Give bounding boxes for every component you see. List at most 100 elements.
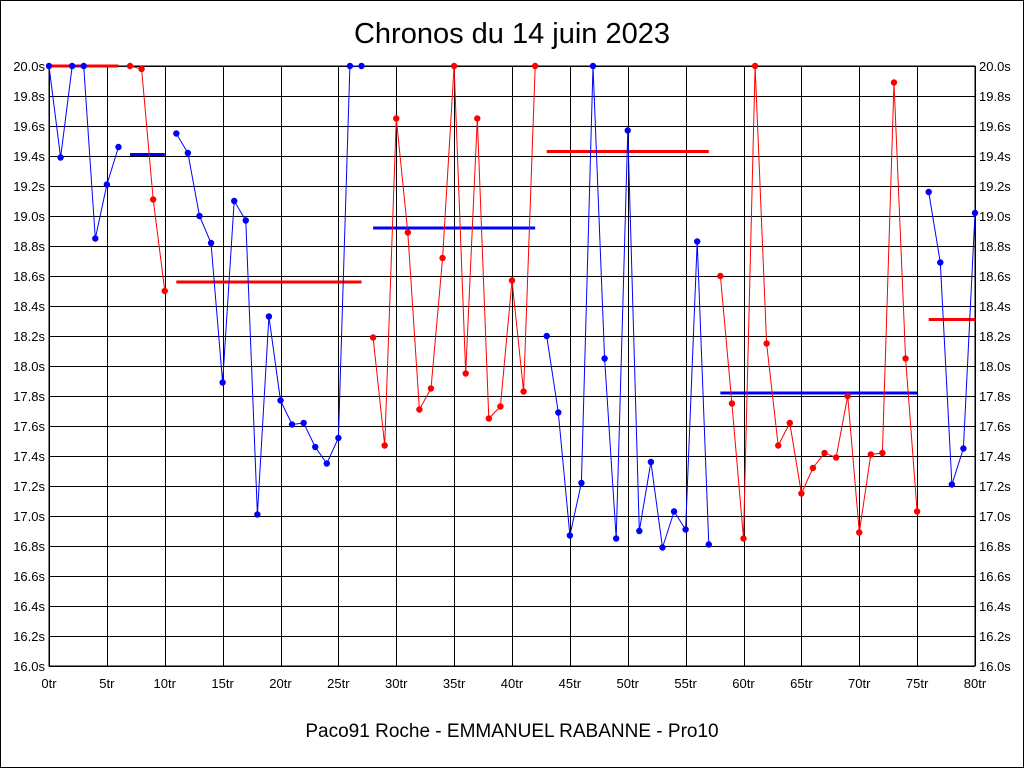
data-point-red <box>913 508 921 515</box>
series-line-blue <box>928 191 976 485</box>
y-tick-label-left: 17.2s <box>13 479 45 494</box>
y-tick-label-left: 16.2s <box>13 629 45 644</box>
data-point-blue <box>312 443 319 451</box>
data-point-blue <box>242 217 249 224</box>
data-point-red <box>786 419 793 427</box>
x-tick-label: 20tr <box>269 676 292 691</box>
data-point-red <box>462 370 469 377</box>
data-point-red <box>450 62 458 70</box>
data-point-blue <box>647 458 655 466</box>
data-point-blue <box>358 62 365 70</box>
x-tick-label: 10tr <box>154 676 177 691</box>
chart-title: Chronos du 14 juin 2023 <box>353 18 670 50</box>
data-point-blue <box>80 62 87 70</box>
x-tick-label: 65tr <box>790 676 813 691</box>
data-point-blue <box>971 209 979 217</box>
y-tick-label-right: 16.2s <box>979 629 1011 644</box>
y-tick-label-right: 19.4s <box>979 149 1011 164</box>
data-point-red <box>126 62 134 70</box>
y-tick-label-left: 18.8s <box>13 239 45 254</box>
y-tick-label-right: 19.8s <box>979 89 1011 104</box>
y-tick-label-right: 19.2s <box>979 179 1011 194</box>
x-tick-label: 55tr <box>674 676 697 691</box>
data-point-red <box>751 62 759 70</box>
data-point-blue <box>219 379 226 386</box>
data-point-red <box>867 451 875 458</box>
data-point-red <box>427 385 435 392</box>
data-point-blue <box>346 62 354 70</box>
y-tick-label-right: 18.2s <box>979 329 1011 344</box>
data-point-blue <box>566 532 574 539</box>
data-point-red <box>138 65 145 73</box>
y-tick-label-left: 17.8s <box>13 389 45 404</box>
y-tick-label-right: 16.8s <box>979 539 1011 554</box>
data-point-red <box>416 406 423 413</box>
y-tick-label-left: 18.0s <box>13 359 45 374</box>
data-point-blue <box>624 127 631 134</box>
y-tick-label-left: 19.6s <box>13 119 45 134</box>
y-tick-label-right: 16.0s <box>979 659 1011 674</box>
x-tick-label: 80tr <box>964 676 987 691</box>
data-point-blue <box>925 188 932 196</box>
y-tick-label-right: 18.6s <box>979 269 1011 284</box>
data-point-red <box>902 355 909 362</box>
data-point-blue <box>103 181 111 188</box>
series-line-blue <box>175 65 362 515</box>
x-tick-label: 0tr <box>41 676 57 691</box>
y-tick-label-right: 16.4s <box>979 599 1011 614</box>
data-point-blue <box>184 149 192 157</box>
axis-labels-layer: 0tr 5tr 10tr 15tr 20tr 25tr 30tr 35tr 40tr 45tr 50… <box>13 59 1011 691</box>
data-point-blue <box>589 62 597 70</box>
data-point-blue <box>948 481 956 488</box>
data-point-blue <box>57 154 64 161</box>
data-point-red <box>798 490 805 497</box>
data-point-blue <box>555 409 562 416</box>
y-tick-label-right: 17.4s <box>979 449 1011 464</box>
y-tick-label-left: 16.6s <box>13 569 45 584</box>
data-point-red <box>520 388 527 395</box>
data-point-blue <box>543 332 550 340</box>
data-point-blue <box>288 421 296 428</box>
y-tick-label-left: 17.0s <box>13 509 45 524</box>
data-point-blue <box>682 526 689 533</box>
y-tick-label-left: 16.4s <box>13 599 45 614</box>
data-point-blue <box>705 541 712 548</box>
data-point-blue <box>265 313 273 320</box>
y-tick-label-right: 19.0s <box>979 209 1011 224</box>
y-tick-label-right: 16.6s <box>979 569 1011 584</box>
y-tick-label-left: 18.2s <box>13 329 45 344</box>
data-point-red <box>404 229 412 236</box>
data-point-red <box>508 277 516 284</box>
y-tick-label-left: 18.6s <box>13 269 45 284</box>
x-tick-label: 25tr <box>327 676 350 691</box>
y-tick-label-left: 18.4s <box>13 299 45 314</box>
data-point-red <box>856 529 863 536</box>
data-point-blue <box>231 197 238 205</box>
data-point-blue <box>612 535 620 542</box>
series-line-red <box>719 65 918 539</box>
series-line-blue <box>48 65 119 239</box>
y-tick-label-left: 17.6s <box>13 419 45 434</box>
x-tick-label: 75tr <box>906 676 929 691</box>
data-point-red <box>531 62 539 70</box>
data-point-blue <box>323 460 330 467</box>
y-tick-label-left: 19.4s <box>13 149 45 164</box>
y-tick-label-left: 16.0s <box>13 659 45 674</box>
grid-layer <box>48 65 976 667</box>
data-point-blue <box>92 235 99 242</box>
y-tick-label-right: 17.0s <box>979 509 1011 524</box>
y-tick-label-right: 17.6s <box>979 419 1011 434</box>
y-tick-label-left: 19.0s <box>13 209 45 224</box>
data-point-red <box>439 254 446 262</box>
y-tick-label-left: 19.8s <box>13 89 45 104</box>
data-point-red <box>474 115 481 122</box>
data-point-blue <box>300 419 307 427</box>
data-point-red <box>821 449 828 457</box>
y-tick-label-right: 17.8s <box>979 389 1011 404</box>
x-tick-label: 5tr <box>99 676 115 691</box>
data-point-blue <box>578 479 585 487</box>
y-tick-label-right: 20.0s <box>979 59 1011 74</box>
y-tick-label-right: 18.8s <box>979 239 1011 254</box>
data-point-red <box>369 334 377 341</box>
